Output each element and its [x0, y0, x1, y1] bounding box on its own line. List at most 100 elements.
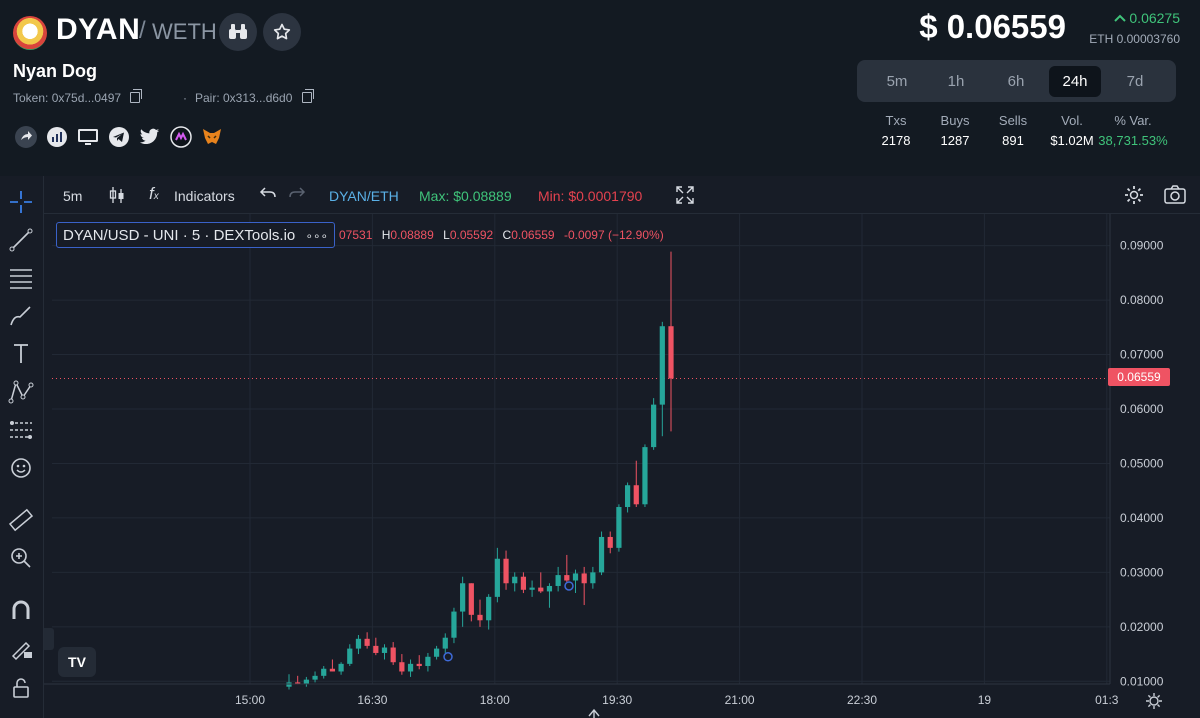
pattern-icon[interactable]	[7, 378, 35, 406]
ruler-icon[interactable]	[7, 506, 35, 534]
copy-pair-icon[interactable]	[301, 89, 314, 103]
favorite-button[interactable]	[263, 13, 301, 51]
candle-body	[486, 596, 492, 621]
lock-drawing-icon[interactable]	[7, 634, 35, 662]
tab-5m[interactable]: 5m	[886, 73, 908, 90]
dextools-icon[interactable]	[169, 125, 193, 149]
website-icon[interactable]	[76, 125, 100, 149]
ohlc-open: 07531	[339, 228, 373, 242]
indicators-button[interactable]: Indicators	[174, 188, 235, 204]
eth-price: ETH 0.00003760	[1089, 32, 1180, 46]
text-tool-icon[interactable]	[7, 340, 35, 368]
pair-address-label: Pair: 0x313...d6d0	[195, 91, 293, 105]
chart-legend[interactable]: DYAN/USD - UNI · 5 · DEXTools.io ∘∘∘	[56, 222, 335, 248]
event-marker-icon[interactable]	[564, 581, 574, 591]
crosshair-icon[interactable]	[7, 188, 35, 216]
candle-body	[668, 326, 674, 379]
legend-more-icon[interactable]: ∘∘∘	[305, 229, 328, 243]
token-header: DYAN / WETH Nyan Dog Token: 0x75d...0497…	[0, 0, 1200, 176]
stat-volume-value: $1.02M	[1050, 133, 1094, 148]
collapse-toolbar-handle[interactable]	[44, 628, 54, 650]
tab-24h[interactable]: 24h	[1049, 66, 1101, 97]
tab-6h[interactable]: 6h	[1007, 73, 1025, 90]
candle-body	[347, 648, 353, 664]
price-chart[interactable]: 0.09000 0.08000 0.07000 0.06000 0.05000 0.040…	[44, 214, 1200, 718]
timeframe-selector: 5m 1h 6h 24h 7d	[857, 60, 1176, 102]
tab-7d[interactable]: 7d	[1126, 73, 1144, 90]
max-price: Max: $0.08889	[419, 188, 512, 204]
candle-body	[451, 611, 457, 638]
share-icon[interactable]	[14, 125, 38, 149]
tab-1h[interactable]: 1h	[947, 73, 965, 90]
x-tick-label: 21:00	[725, 693, 755, 707]
zoom-in-icon[interactable]	[7, 544, 35, 572]
brush-icon[interactable]	[7, 302, 35, 330]
candle-type-icon[interactable]	[108, 185, 126, 208]
event-marker-icon[interactable]	[443, 652, 453, 662]
candle-body	[572, 573, 579, 581]
lock-icon[interactable]	[7, 674, 35, 702]
y-tick-label: 0.07000	[1120, 348, 1164, 362]
y-tick-label: 0.06000	[1120, 402, 1164, 416]
candle-body	[659, 326, 665, 405]
ohlc-close-key: C	[502, 228, 512, 242]
magnet-icon[interactable]	[7, 596, 35, 624]
prediction-icon[interactable]	[7, 416, 35, 444]
redo-icon[interactable]	[288, 185, 306, 204]
fib-retracement-icon[interactable]	[7, 264, 35, 292]
camera-icon[interactable]	[1163, 184, 1187, 209]
x-tick-label: 15:00	[235, 693, 265, 707]
y-tick-label: 0.05000	[1120, 456, 1164, 470]
candle-body	[590, 572, 596, 584]
time-scale-settings-icon[interactable]	[1146, 693, 1162, 709]
gear-ring	[1149, 696, 1159, 706]
candle-body	[651, 404, 657, 448]
binoculars-button[interactable]	[219, 13, 257, 51]
binoculars-icon	[229, 24, 247, 39]
ohlc-change: -0.0097 (−12.90%)	[563, 228, 664, 242]
y-tick-label: 0.01000	[1120, 674, 1164, 688]
etherscan-icon[interactable]	[45, 125, 69, 149]
ohlc-values: 07531 H0.08889 L0.05592 C0.06559 -0.0097…	[339, 228, 664, 242]
candle-body	[581, 573, 587, 584]
ohlc-high: 0.08889	[390, 228, 434, 242]
fullscreen-icon[interactable]	[675, 185, 695, 208]
y-tick-label: 0.08000	[1120, 293, 1164, 307]
tradingview-logo[interactable]: TV	[58, 647, 96, 677]
candle-body	[312, 675, 318, 680]
candle-body	[512, 576, 518, 584]
candle-body	[624, 485, 631, 508]
candle-body	[329, 668, 336, 672]
pair-address: Pair: 0x313...d6d0	[195, 89, 314, 105]
copy-token-icon[interactable]	[130, 89, 143, 103]
twitter-icon[interactable]	[138, 125, 162, 149]
trend-line-icon[interactable]	[7, 226, 35, 254]
stat-txs-value: 2178	[881, 133, 911, 148]
x-tick-label: 19:30	[602, 693, 632, 707]
telegram-icon[interactable]	[107, 125, 131, 149]
scroll-up-icon[interactable]	[588, 708, 600, 718]
indicators-icon[interactable]: fx	[149, 184, 159, 203]
stat-variation-value: 38,731.53%	[1098, 133, 1168, 148]
interval-button[interactable]: 5m	[63, 188, 83, 204]
ohlc-low-key: L	[443, 228, 450, 242]
x-tick-label: 18:00	[480, 693, 510, 707]
candle-body	[494, 558, 500, 597]
y-tick-label: 0.03000	[1120, 565, 1164, 579]
stat-buys-label: Buys	[940, 113, 970, 128]
ohlc-high-key: H	[381, 228, 391, 242]
pair-label: DYAN/ETH	[329, 188, 399, 204]
emoji-icon[interactable]	[7, 454, 35, 482]
arrow-up-icon	[1113, 14, 1126, 22]
stat-txs-label: Txs	[885, 113, 907, 128]
candle-body	[390, 647, 396, 663]
candle-body	[616, 507, 622, 548]
gear-teeth	[1146, 693, 1162, 709]
candle-body	[607, 536, 613, 548]
metamask-icon[interactable]	[200, 125, 224, 149]
legend-title: DYAN/USD - UNI · 5 · DEXTools.io	[63, 227, 296, 244]
x-tick-label: 22:30	[847, 693, 877, 707]
undo-icon[interactable]	[259, 185, 277, 204]
candle-body	[355, 638, 362, 649]
settings-icon[interactable]	[1123, 184, 1145, 209]
